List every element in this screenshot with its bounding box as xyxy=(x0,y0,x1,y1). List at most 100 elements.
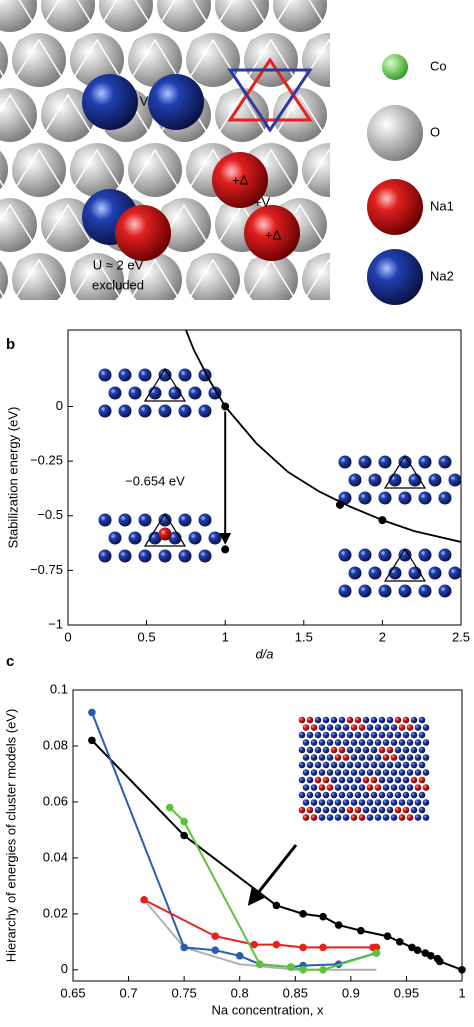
inset-atom xyxy=(330,761,338,769)
inset-atom xyxy=(418,548,432,562)
inset-atom xyxy=(402,731,410,739)
inset-atom xyxy=(178,513,192,527)
inset-atom xyxy=(390,754,398,761)
data-point xyxy=(334,921,343,929)
inset-atom xyxy=(330,731,338,739)
inset-atom xyxy=(386,731,394,739)
data-point xyxy=(287,963,295,971)
inset-atom xyxy=(382,724,390,731)
inset-atom xyxy=(386,746,394,754)
lattice-line xyxy=(125,148,185,198)
inset-atom xyxy=(414,754,422,761)
inset-atom xyxy=(386,806,394,814)
data-point xyxy=(299,910,307,918)
data-point xyxy=(319,912,327,921)
inset-atom xyxy=(438,584,452,598)
inset-atom xyxy=(158,527,172,541)
inset-atom xyxy=(350,754,358,761)
inset-atom xyxy=(118,513,132,527)
x-tick-label: 1 xyxy=(222,629,229,644)
inset-atom xyxy=(178,404,192,418)
inset-atom xyxy=(310,769,318,776)
y-tick-label: −0.25 xyxy=(30,453,63,468)
inset-atom xyxy=(118,404,132,418)
inset-atom xyxy=(398,491,412,505)
lattice-line xyxy=(71,258,123,300)
inset-atom xyxy=(410,746,418,754)
inset-atom xyxy=(118,549,132,563)
data-point xyxy=(255,960,264,969)
sphere xyxy=(367,179,423,235)
data-point xyxy=(435,957,444,966)
data-point xyxy=(235,952,244,960)
lattice-line xyxy=(154,0,214,33)
inset-atom xyxy=(338,791,346,799)
sphere xyxy=(103,313,121,331)
inset-atom xyxy=(378,791,386,799)
inset-atom xyxy=(374,769,382,776)
inset-atom xyxy=(358,724,366,731)
sphere xyxy=(367,249,423,305)
inset-atom xyxy=(128,386,142,400)
inset-atom xyxy=(410,791,418,799)
inset-atom xyxy=(390,739,398,746)
data-point xyxy=(221,402,230,411)
inset-atom xyxy=(348,473,362,487)
inset-atom xyxy=(354,731,362,739)
inset-atom xyxy=(354,806,362,814)
inset-atom xyxy=(338,548,352,562)
inset-atom xyxy=(382,784,390,791)
x-tick-label: 0.8 xyxy=(231,985,249,1000)
x-tick-label: 0.95 xyxy=(394,985,419,1000)
inset-atom xyxy=(302,754,310,761)
inset-atom xyxy=(362,716,370,724)
x-tick-label: 0.9 xyxy=(342,985,360,1000)
y-tick-label: −0.5 xyxy=(37,507,63,522)
inset-atom xyxy=(158,513,172,527)
inset-atom xyxy=(438,491,452,505)
inset-atom xyxy=(306,806,314,814)
lattice-line xyxy=(38,93,98,143)
data-point xyxy=(88,736,96,745)
lattice-line xyxy=(0,289,7,300)
inset-atom xyxy=(378,806,386,814)
inset-atom xyxy=(302,769,310,776)
inset-atom xyxy=(358,491,372,505)
sphere xyxy=(82,74,138,130)
inset-atom xyxy=(366,784,374,791)
inset-atom xyxy=(398,784,406,791)
inset-atom xyxy=(366,799,374,806)
inset-atom xyxy=(338,455,352,469)
inset-atom xyxy=(330,746,338,754)
inset-atom xyxy=(314,761,322,769)
inset-atom xyxy=(366,814,374,821)
inset-atom xyxy=(402,791,410,799)
inset-atom xyxy=(346,776,354,784)
inset-atom xyxy=(322,776,330,784)
x-tick-label: 0 xyxy=(64,629,71,644)
y-tick-label: 0 xyxy=(61,961,68,976)
inset-atom xyxy=(318,769,326,776)
inset-atom xyxy=(358,754,366,761)
inset-atom xyxy=(306,761,314,769)
inset-atom xyxy=(310,739,318,746)
inset-atom xyxy=(418,716,426,724)
inset-atom xyxy=(448,566,462,580)
inset-atom xyxy=(334,739,342,746)
inset-triangle xyxy=(143,367,187,402)
y-tick-label: 0.06 xyxy=(43,793,68,808)
inset-atom xyxy=(414,799,422,806)
inset-atom xyxy=(414,724,422,731)
lattice-line xyxy=(212,0,272,33)
inset-atom xyxy=(354,716,362,724)
inset-atom xyxy=(334,784,342,791)
inset-atom xyxy=(402,746,410,754)
inset-atom xyxy=(366,724,374,731)
inset-atom xyxy=(358,455,372,469)
inset-atom xyxy=(338,746,346,754)
inset-atom xyxy=(330,776,338,784)
inset-atom xyxy=(298,791,306,799)
inset-atom xyxy=(118,368,132,382)
inset-atom xyxy=(322,791,330,799)
inset-atom xyxy=(378,548,392,562)
